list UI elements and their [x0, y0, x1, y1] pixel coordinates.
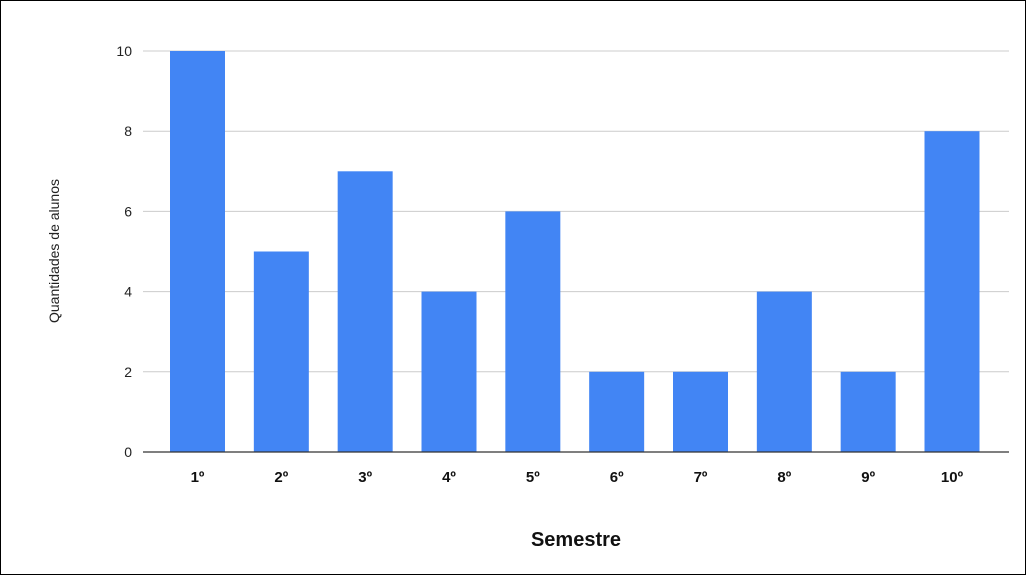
x-tick-label: 1º [191, 469, 205, 486]
y-tick-label: 4 [124, 284, 132, 300]
y-tick-label: 8 [124, 123, 132, 139]
x-tick-label: 10º [941, 469, 964, 486]
bar [337, 171, 393, 453]
x-tick-label: 7º [694, 469, 708, 486]
bar [421, 291, 477, 452]
x-tick-labels: 1º 2º 3º 4º 5º 6º 7º 8º 9º 10º [191, 469, 964, 486]
y-tick-label: 10 [116, 43, 132, 59]
bar [253, 251, 309, 452]
bar [505, 211, 561, 452]
bar [756, 291, 812, 452]
y-tick-labels: 0 2 4 6 8 10 [116, 43, 132, 460]
bar [170, 51, 225, 452]
bar [840, 371, 896, 452]
bar [673, 371, 728, 452]
x-tick-label: 5º [526, 469, 540, 486]
bars [170, 51, 980, 453]
x-tick-label: 3º [358, 469, 372, 486]
x-tick-label: 8º [777, 469, 791, 486]
x-tick-label: 4º [442, 469, 456, 486]
x-tick-label: 6º [610, 469, 624, 486]
y-tick-label: 6 [124, 203, 132, 219]
x-tick-label: 2º [274, 469, 288, 486]
bar [924, 131, 980, 452]
bar [589, 371, 645, 452]
x-axis-title: Semestre [531, 529, 621, 551]
x-tick-label: 9º [861, 469, 875, 486]
y-axis-title: Quantidades de alunos [46, 179, 62, 323]
y-tick-label: 0 [124, 444, 132, 460]
y-tick-label: 2 [124, 364, 132, 380]
